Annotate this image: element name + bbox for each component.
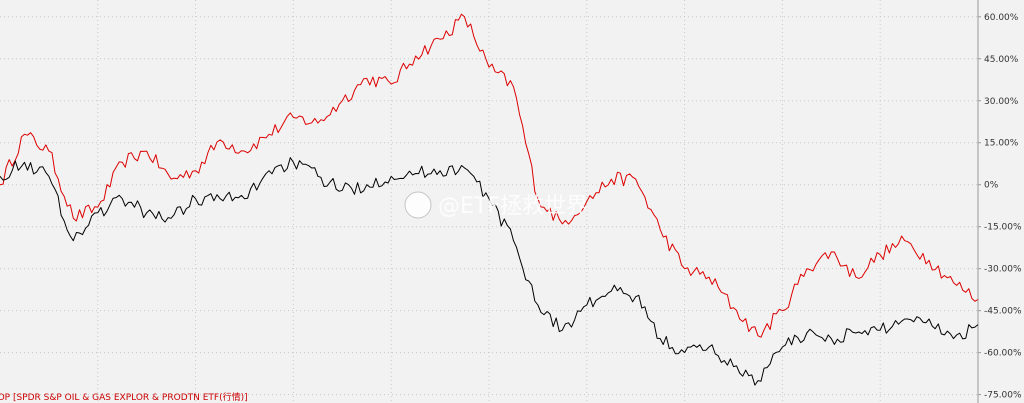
y-tick-label: 15.00% <box>984 139 1019 149</box>
y-tick-label: -15.00% <box>984 223 1022 233</box>
legend-entry-xop: XOP [SPDR S&P OIL & GAS EXPLOR & PRODTN … <box>0 391 248 403</box>
y-tick-label: -30.00% <box>984 265 1022 275</box>
series-lines <box>0 13 979 386</box>
y-tick-label: -75.00% <box>984 391 1022 401</box>
y-tick-label: 60.00% <box>984 13 1019 23</box>
y-tick-label: -45.00% <box>984 307 1022 317</box>
watermark: @ETF拯救世界 <box>404 191 588 219</box>
y-tick-label: -60.00% <box>984 349 1022 359</box>
series-line-xop <box>0 13 979 338</box>
y-tick-label: 0% <box>984 181 999 191</box>
y-axis: 60.00% 45.00% 30.00% 15.00% 0% -15.00% -30.00%… <box>977 0 1022 403</box>
weibo-icon <box>404 191 432 219</box>
y-tick-label: 45.00% <box>984 55 1019 65</box>
watermark-text: @ETF拯救世界 <box>438 194 588 219</box>
series-line-benchmark <box>0 157 979 386</box>
y-tick-label: 30.00% <box>984 97 1019 107</box>
grid-lines <box>0 0 978 403</box>
